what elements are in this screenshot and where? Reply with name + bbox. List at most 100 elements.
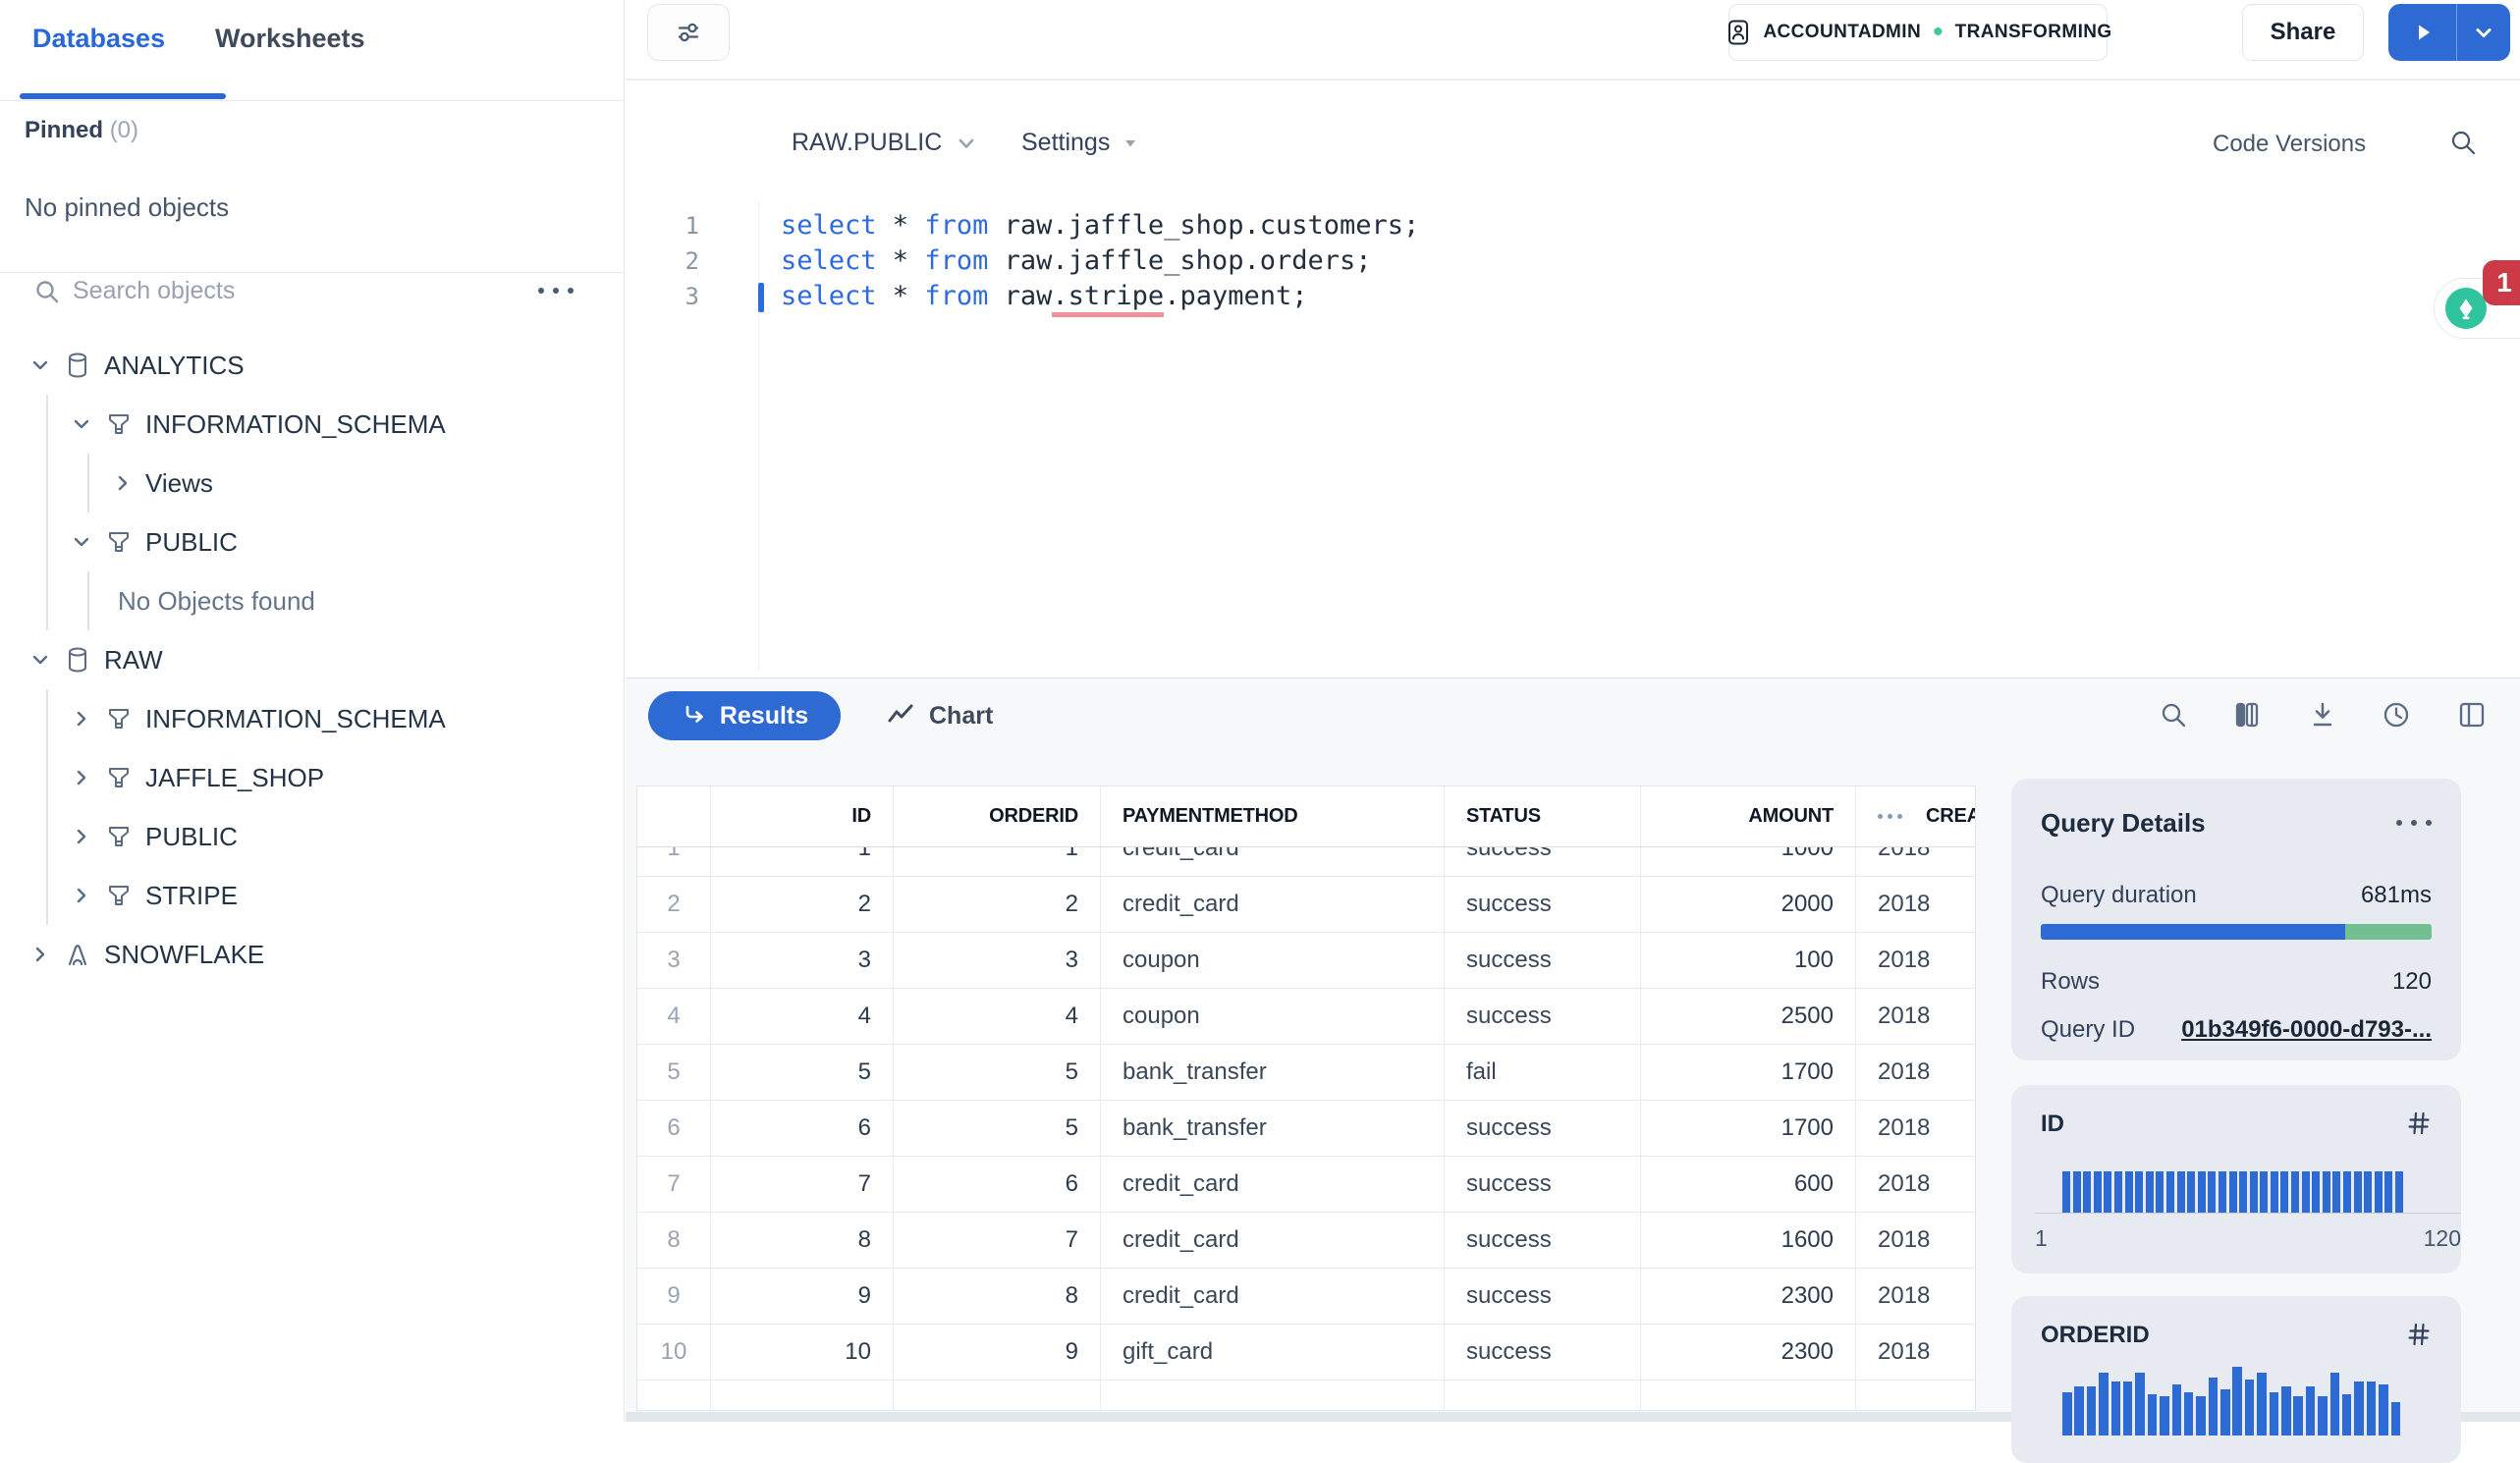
chevron-down-icon[interactable] <box>27 647 53 673</box>
search-icon[interactable] <box>2154 695 2193 734</box>
tab-results[interactable]: Results <box>648 691 841 740</box>
histogram-bar <box>2293 1396 2303 1436</box>
table-row[interactable] <box>637 1381 1975 1410</box>
histogram-bar <box>2171 1384 2182 1436</box>
histogram-bar <box>2384 1171 2393 1213</box>
histogram-bar <box>2208 1171 2217 1213</box>
col-header-amount[interactable]: AMOUNT <box>1641 786 1856 846</box>
table-cell: 1000 <box>1641 847 1856 876</box>
sql-editor[interactable]: 1 select * from raw.jaffle_shop.customers… <box>626 209 2520 347</box>
histogram-bar <box>2249 1171 2258 1213</box>
tree-item-snowflake[interactable]: SNOWFLAKE <box>0 925 625 984</box>
tree-item-public[interactable]: PUBLIC <box>0 807 625 866</box>
col-header-paymentmethod[interactable]: PAYMENTMETHOD <box>1101 786 1445 846</box>
session-context-button[interactable]: ACCOUNTADMIN • TRANSFORMING <box>1728 4 2111 61</box>
tab-chart[interactable]: Chart <box>884 699 993 732</box>
sql-text: * <box>876 245 925 276</box>
table-row[interactable]: 4 4 4 coupon success 2500 2018 <box>637 989 1975 1045</box>
col-header-label: ORDERID <box>989 805 1078 827</box>
tree-item-views[interactable]: Views <box>0 454 625 513</box>
code-line[interactable]: 2 select * from raw.jaffle_shop.orders; <box>626 244 2520 280</box>
table-row[interactable]: 5 5 5 bank_transfer fail 1700 2018 <box>637 1045 1975 1101</box>
table-cell <box>1101 1381 1445 1410</box>
tree-item-stripe[interactable]: STRIPE <box>0 866 625 925</box>
sidebar: Databases Worksheets Pinned (0) No pinne… <box>0 0 625 1422</box>
table-cell: success <box>1445 1157 1641 1212</box>
columns-icon[interactable] <box>2227 695 2267 734</box>
chevron-right-icon[interactable] <box>27 942 53 967</box>
histogram-bar <box>2135 1373 2145 1436</box>
col-header-status[interactable]: STATUS <box>1445 786 1641 846</box>
query-id-link[interactable]: 01b349f6-0000-d793-... <box>2181 1016 2432 1043</box>
table-cell: 2018 <box>1878 1114 1931 1141</box>
table-row[interactable]: 2 2 2 credit_card success 2000 2018 <box>637 877 1975 933</box>
tree-item-information-schema[interactable]: INFORMATION_SCHEMA <box>0 689 625 748</box>
tree-item-public[interactable]: PUBLIC <box>0 513 625 571</box>
chevron-right-icon[interactable] <box>69 883 94 908</box>
orderid-histogram <box>2062 1367 2401 1436</box>
run-options-button[interactable] <box>2457 4 2510 61</box>
search-icon[interactable] <box>2447 127 2479 158</box>
table-row[interactable]: 7 7 6 credit_card success 600 2018 <box>637 1157 1975 1213</box>
settings-menu[interactable]: Settings <box>1021 129 1139 157</box>
table-row[interactable]: 8 8 7 credit_card success 1600 2018 <box>637 1213 1975 1269</box>
hash-icon[interactable] <box>2404 1109 2434 1138</box>
column-stats-card-id[interactable]: ID <box>2011 1085 2461 1273</box>
table-row[interactable]: 10 10 9 gift_card success 2300 2018 <box>637 1325 1975 1381</box>
run-button[interactable] <box>2388 4 2457 61</box>
tab-worksheets[interactable]: Worksheets <box>215 24 365 53</box>
col-header-created[interactable]: CREATED <box>1856 786 1975 846</box>
chevron-right-icon[interactable] <box>69 706 94 732</box>
chevron-right-icon[interactable] <box>69 824 94 849</box>
schema-icon <box>104 409 134 439</box>
histogram-bar <box>2086 1386 2097 1436</box>
warehouse-label: TRANSFORMING <box>1954 22 2112 42</box>
tree-item-analytics[interactable]: ANALYTICS <box>0 336 625 395</box>
table-row[interactable]: 6 6 5 bank_transfer success 1700 2018 <box>637 1101 1975 1157</box>
tree-item-label: No Objects found <box>118 586 315 616</box>
hash-icon[interactable] <box>2404 1320 2434 1349</box>
histogram-bar <box>2244 1380 2255 1436</box>
database-icon <box>63 645 92 675</box>
tree-item-information-schema[interactable]: INFORMATION_SCHEMA <box>0 395 625 454</box>
col-header-id[interactable]: ID <box>711 786 894 846</box>
share-button[interactable]: Share <box>2242 4 2364 61</box>
histogram-bar <box>2395 1171 2403 1213</box>
table-row[interactable]: 1 1 1 credit_card success 1000 2018 <box>637 847 1975 877</box>
table-row[interactable]: 3 3 3 coupon success 100 2018 <box>637 933 1975 989</box>
horizontal-scrollbar[interactable] <box>626 1412 2520 1422</box>
histogram-bar <box>2269 1392 2279 1436</box>
filters-button[interactable] <box>647 4 730 61</box>
column-stats-card-orderid[interactable]: ORDERID <box>2011 1296 2461 1463</box>
table-cell: 2000 <box>1641 877 1856 932</box>
chevron-right-icon[interactable] <box>69 765 94 790</box>
chevron-down-icon[interactable] <box>27 352 53 378</box>
code-text: select * from raw.stripe.payment; <box>781 281 1308 317</box>
query-details-menu-button[interactable] <box>2396 820 2432 826</box>
download-icon[interactable] <box>2303 695 2342 734</box>
tab-databases[interactable]: Databases <box>32 24 166 53</box>
histogram-bar <box>2165 1171 2174 1213</box>
table-cell: credit_card <box>1101 1213 1445 1268</box>
chevron-down-icon[interactable] <box>69 529 94 555</box>
col-header-orderid[interactable]: ORDERID <box>894 786 1101 846</box>
sql-text: raw.jaffle_shop.orders; <box>988 245 1372 276</box>
database-schema-selector[interactable]: RAW.PUBLIC <box>792 129 979 157</box>
search-input[interactable] <box>73 273 485 308</box>
table-cell: 5 <box>894 1045 1101 1100</box>
code-versions-button[interactable]: Code Versions <box>2213 131 2367 157</box>
tree-item-no-objects-found[interactable]: No Objects found <box>0 571 625 630</box>
column-menu-icon[interactable] <box>1878 814 1902 819</box>
histogram-bar <box>2145 1171 2154 1213</box>
code-line[interactable]: 3 select * from raw.stripe.payment; <box>626 280 2520 317</box>
chevron-right-icon[interactable] <box>110 470 136 496</box>
table-cell: 1 <box>894 847 1101 876</box>
table-row[interactable]: 9 9 8 credit_card success 2300 2018 <box>637 1269 1975 1325</box>
sidebar-menu-button[interactable] <box>538 288 574 294</box>
code-line[interactable]: 1 select * from raw.jaffle_shop.customers… <box>626 209 2520 244</box>
tree-item-jaffle-shop[interactable]: JAFFLE_SHOP <box>0 748 625 807</box>
tree-item-raw[interactable]: RAW <box>0 630 625 689</box>
split-panel-icon[interactable] <box>2452 695 2492 734</box>
chevron-down-icon[interactable] <box>69 411 94 437</box>
history-icon[interactable] <box>2377 695 2416 734</box>
